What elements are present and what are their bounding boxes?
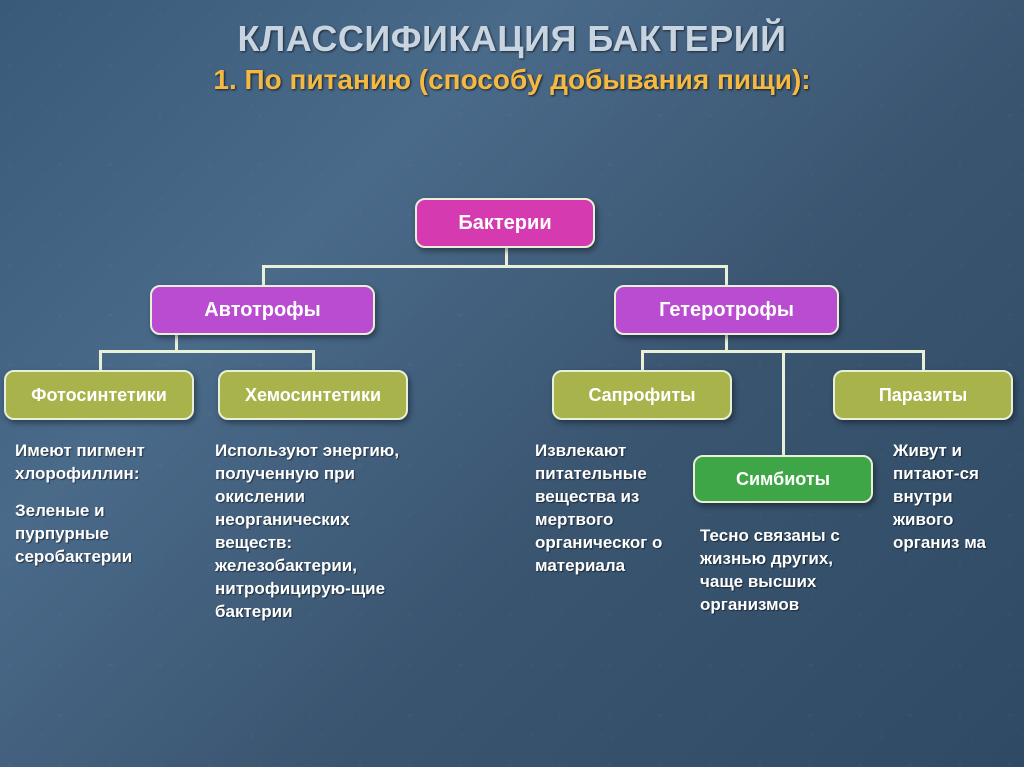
hierarchy-diagram: Бактерии Автотрофы Гетеротрофы Фотосинтетик… [0,190,1024,767]
connector-line [99,350,102,370]
connector-line [175,335,178,350]
connector-line [262,265,727,268]
desc-parasite: Живут и питают-ся внутри живого организ … [893,440,1013,569]
node-chemo: Хемосинтетики [218,370,408,420]
desc-chemo: Используют энергию, полученную при окисл… [215,440,415,638]
desc-sapro: Извлекают питательные вещества из мертво… [535,440,685,592]
page-title: КЛАССИФИКАЦИЯ БАКТЕРИЙ [0,0,1024,60]
connector-line [312,350,315,370]
node-sapro: Сапрофиты [552,370,732,420]
node-photo: Фотосинтетики [4,370,194,420]
connector-line [782,350,785,455]
desc-symbiont: Тесно связаны с жизнью других, чаще высш… [700,525,855,631]
connector-line [922,350,925,370]
node-root: Бактерии [415,198,595,248]
node-heterotrophs: Гетеротрофы [614,285,839,335]
connector-line [641,350,644,370]
connector-line [505,248,508,265]
desc-photo: Имеют пигмент хлорофиллин:Зеленые и пурп… [15,440,195,583]
connector-line [262,265,265,285]
connector-line [725,335,728,350]
node-parasite: Паразиты [833,370,1013,420]
node-symbiont: Симбиоты [693,455,873,503]
page-subtitle: 1. По питанию (способу добывания пищи): [0,64,1024,96]
connector-line [99,350,314,353]
connector-line [725,265,728,285]
node-autotrophs: Автотрофы [150,285,375,335]
